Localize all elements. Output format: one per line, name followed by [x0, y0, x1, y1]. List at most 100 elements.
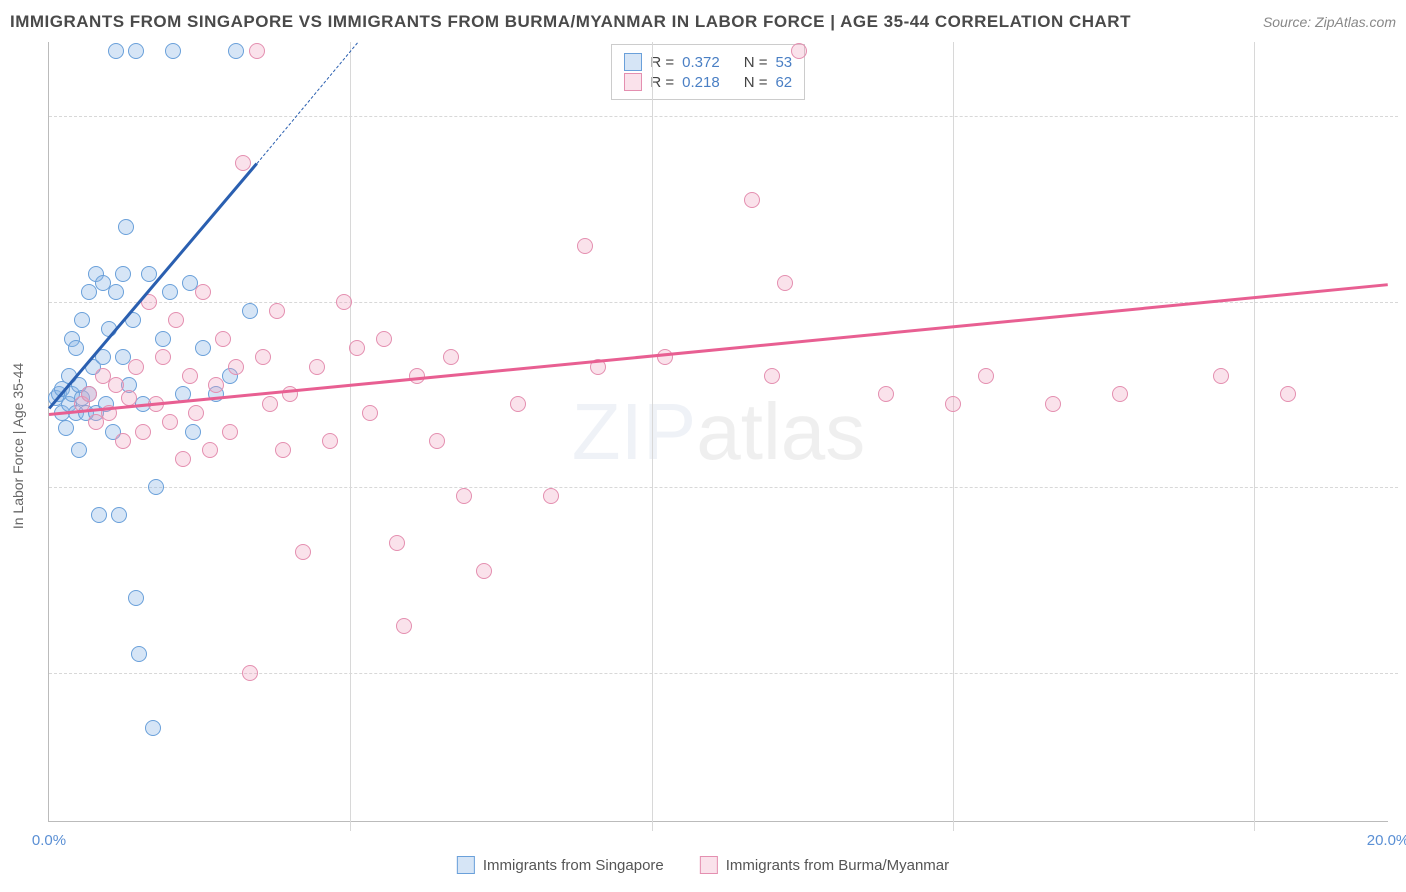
scatter-point: [336, 294, 352, 310]
scatter-point: [878, 386, 894, 402]
scatter-point: [215, 331, 231, 347]
scatter-point: [242, 303, 258, 319]
legend-swatch: [457, 856, 475, 874]
scatter-point: [71, 442, 87, 458]
scatter-point: [978, 368, 994, 384]
scatter-point: [791, 43, 807, 59]
scatter-point: [235, 155, 251, 171]
scatter-point: [242, 665, 258, 681]
scatter-point: [68, 340, 84, 356]
stats-row: R = 0.372 N = 53: [624, 53, 792, 71]
r-value: 0.372: [682, 54, 720, 71]
scatter-point: [744, 192, 760, 208]
scatter-point: [74, 312, 90, 328]
scatter-point: [456, 488, 472, 504]
y-axis-label: In Labor Force | Age 35-44: [10, 363, 26, 529]
scatter-point: [249, 43, 265, 59]
n-value: 62: [775, 74, 792, 91]
r-label: R =: [650, 74, 674, 91]
x-tick-label: 20.0%: [1367, 832, 1406, 849]
r-label: R =: [650, 54, 674, 71]
scatter-point: [162, 284, 178, 300]
scatter-point: [108, 284, 124, 300]
scatter-point: [148, 479, 164, 495]
gridline-horizontal: [49, 487, 1398, 488]
scatter-point: [162, 414, 178, 430]
scatter-point: [131, 646, 147, 662]
scatter-point: [443, 349, 459, 365]
n-label: N =: [744, 74, 768, 91]
scatter-point: [128, 359, 144, 375]
scatter-point: [376, 331, 392, 347]
scatter-point: [1213, 368, 1229, 384]
scatter-point: [108, 43, 124, 59]
scatter-point: [255, 349, 271, 365]
scatter-point: [275, 442, 291, 458]
scatter-point: [228, 43, 244, 59]
n-value: 53: [775, 54, 792, 71]
title-bar: IMMIGRANTS FROM SINGAPORE VS IMMIGRANTS …: [10, 8, 1396, 36]
scatter-point: [322, 433, 338, 449]
scatter-point: [128, 43, 144, 59]
scatter-point: [295, 544, 311, 560]
scatter-point: [111, 507, 127, 523]
scatter-point: [510, 396, 526, 412]
scatter-point: [115, 266, 131, 282]
chart-container: IMMIGRANTS FROM SINGAPORE VS IMMIGRANTS …: [0, 0, 1406, 892]
scatter-point: [362, 405, 378, 421]
n-label: N =: [744, 54, 768, 71]
scatter-point: [764, 368, 780, 384]
scatter-point: [429, 433, 445, 449]
scatter-point: [58, 420, 74, 436]
scatter-point: [1112, 386, 1128, 402]
plot-area: ZIPatlas R =0.372N =53R =0.218N =62 70.0…: [48, 42, 1388, 822]
scatter-point: [222, 424, 238, 440]
gridline-vertical: [652, 42, 653, 831]
scatter-point: [543, 488, 559, 504]
y-tick-label: 100.0%: [1400, 108, 1406, 125]
scatter-point: [188, 405, 204, 421]
scatter-point: [208, 377, 224, 393]
scatter-point: [91, 507, 107, 523]
scatter-point: [155, 331, 171, 347]
scatter-point: [262, 396, 278, 412]
scatter-point: [115, 433, 131, 449]
watermark: ZIPatlas: [572, 386, 865, 478]
scatter-point: [81, 386, 97, 402]
scatter-point: [165, 43, 181, 59]
scatter-point: [118, 219, 134, 235]
legend-label: Immigrants from Singapore: [483, 857, 664, 874]
legend-swatch: [700, 856, 718, 874]
x-tick-label: 0.0%: [32, 832, 66, 849]
gridline-vertical: [1254, 42, 1255, 831]
scatter-point: [135, 424, 151, 440]
gridline-horizontal: [49, 116, 1398, 117]
scatter-point: [108, 377, 124, 393]
scatter-point: [1280, 386, 1296, 402]
bottom-legend: Immigrants from Singapore Immigrants from…: [457, 856, 949, 874]
scatter-point: [175, 451, 191, 467]
scatter-point: [128, 590, 144, 606]
scatter-point: [182, 368, 198, 384]
scatter-point: [202, 442, 218, 458]
legend-swatch: [624, 73, 642, 91]
scatter-point: [195, 284, 211, 300]
scatter-point: [309, 359, 325, 375]
r-value: 0.218: [682, 74, 720, 91]
chart-title: IMMIGRANTS FROM SINGAPORE VS IMMIGRANTS …: [10, 12, 1131, 32]
scatter-point: [577, 238, 593, 254]
legend-swatch: [624, 53, 642, 71]
scatter-point: [476, 563, 492, 579]
legend-label: Immigrants from Burma/Myanmar: [726, 857, 949, 874]
watermark-zip: ZIP: [572, 387, 696, 476]
legend-item: Immigrants from Burma/Myanmar: [700, 856, 949, 874]
scatter-point: [195, 340, 211, 356]
scatter-point: [269, 303, 285, 319]
legend-item: Immigrants from Singapore: [457, 856, 664, 874]
gridline-vertical: [953, 42, 954, 831]
stats-row: R = 0.218 N = 62: [624, 73, 792, 91]
scatter-point: [228, 359, 244, 375]
trend-line-dashed: [256, 42, 357, 163]
scatter-point: [389, 535, 405, 551]
scatter-point: [777, 275, 793, 291]
